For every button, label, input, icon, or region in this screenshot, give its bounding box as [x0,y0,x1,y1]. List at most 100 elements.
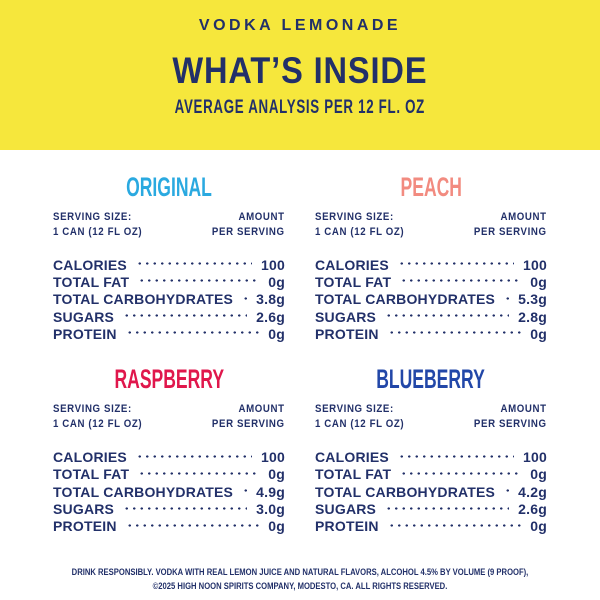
panel-peach: PEACH SERVING SIZE: 1 CAN (12 FL OZ) AMO… [315,174,547,342]
nutrient-label: PROTEIN [315,325,379,342]
page-title: WHAT’S INSIDE [0,52,600,89]
flavor-title-peach-text: PEACH [400,172,462,202]
nutrient-label: PROTEIN [53,325,117,342]
nutrient-label: TOTAL FAT [53,273,130,290]
nutrient-label: PROTEIN [53,518,117,535]
brand-line: VODKA LEMONADE [198,17,402,34]
serving-size-value: 1 CAN (12 FL OZ) [315,226,405,238]
dot-leader [138,471,260,475]
nutrient-value: 0g [530,518,547,535]
serving-size-label: SERVING SIZE: [315,211,394,223]
nutrient-value: 4.2g [518,483,547,500]
page-subtitle: AVERAGE ANALYSIS PER 12 FL. OZ [0,98,600,117]
nutrient-label: CALORIES [53,256,127,273]
amount-label: AMOUNT [238,211,285,223]
nutrient-value: 0g [530,466,547,483]
nutrient-label: TOTAL FAT [315,273,392,290]
row-protein: PROTEIN 0g [53,325,285,342]
nutrient-value: 0g [530,273,547,290]
per-serving-label: PER SERVING [212,418,285,431]
flavor-title-blueberry: BLUEBERRY [315,366,547,393]
serving-size-value: 1 CAN (12 FL OZ) [53,226,143,238]
serving-size-value: 1 CAN (12 FL OZ) [315,418,405,431]
nutrient-label: SUGARS [315,308,377,325]
row-sugars: SUGARS 3.0g [53,500,285,517]
row-sugars: SUGARS 2.6g [53,308,285,325]
row-calories: CALORIES 100 [315,448,547,465]
dot-leader [135,262,253,266]
row-protein: PROTEIN 0g [315,518,547,535]
nutrient-value: 3.8g [256,291,285,308]
nutrient-value: 100 [523,256,547,273]
amount-label: AMOUNT [238,403,285,416]
dot-leader [123,506,248,510]
amount-per-serving-block: AMOUNT PER SERVING [474,210,547,240]
amount-per-serving-block: AMOUNT PER SERVING [212,402,285,432]
legal-footer: DRINK RESPONSIBLY. VODKA WITH REAL LEMON… [0,565,600,593]
nutrient-value: 5.3g [518,291,547,308]
serving-size-block: SERVING SIZE: 1 CAN (12 FL OZ) [315,402,404,432]
panel-blueberry: BLUEBERRY SERVING SIZE: 1 CAN (12 FL OZ)… [315,366,547,534]
nutrient-value: 100 [261,449,285,466]
nutrient-value: 4.9g [256,483,285,500]
dot-leader [125,331,260,335]
nutrient-label: SUGARS [53,308,115,325]
nutrient-value: 100 [523,449,547,466]
amount-label: AMOUNT [500,403,547,416]
flavor-title-peach: PEACH [315,174,547,201]
panel-original: ORIGINAL SERVING SIZE: 1 CAN (12 FL OZ) … [53,174,285,342]
dot-leader [242,489,248,493]
nutrient-label: TOTAL CARBOHYDRATES [315,291,496,308]
dot-leader [504,489,510,493]
serving-size-block: SERVING SIZE: 1 CAN (12 FL OZ) [53,210,142,240]
flavor-title-original-text: ORIGINAL [126,172,212,202]
row-total-carbohydrates: TOTAL CARBOHYDRATES 4.9g [53,483,285,500]
page-subtitle-text: AVERAGE ANALYSIS PER 12 FL. OZ [174,97,426,118]
flavor-grid: ORIGINAL SERVING SIZE: 1 CAN (12 FL OZ) … [0,150,600,535]
dot-leader [123,314,248,318]
serving-size-value: 1 CAN (12 FL OZ) [53,418,143,431]
serving-header: SERVING SIZE: 1 CAN (12 FL OZ) AMOUNT PE… [315,402,547,432]
row-sugars: SUGARS 2.6g [315,500,547,517]
legal-line-2: ©2025 HIGH NOON SPIRITS COMPANY, MODESTO… [152,581,448,591]
serving-size-block: SERVING SIZE: 1 CAN (12 FL OZ) [315,210,404,240]
nutrient-label: CALORIES [53,449,127,466]
nutrition-rows: CALORIES 100 TOTAL FAT 0g TOTAL CARBOHYD… [53,448,285,534]
nutrient-label: SUGARS [53,501,115,518]
dot-leader [385,506,510,510]
dot-leader [387,331,522,335]
nutrition-rows: CALORIES 100 TOTAL FAT 0g TOTAL CARBOHYD… [53,256,285,342]
amount-per-serving-block: AMOUNT PER SERVING [212,210,285,240]
page-title-text: WHAT’S INSIDE [172,50,428,91]
serving-size-label: SERVING SIZE: [315,403,394,416]
row-sugars: SUGARS 2.8g [315,308,547,325]
nutrient-value: 0g [530,325,547,342]
row-total-fat: TOTAL FAT 0g [315,273,547,290]
amount-label: AMOUNT [500,211,547,223]
nutrient-label: CALORIES [315,256,389,273]
nutrient-label: TOTAL CARBOHYDRATES [53,483,234,500]
dot-leader [125,523,260,527]
flavor-title-original: ORIGINAL [53,174,285,201]
row-total-fat: TOTAL FAT 0g [315,466,547,483]
row-total-fat: TOTAL FAT 0g [53,273,285,290]
row-total-carbohydrates: TOTAL CARBOHYDRATES 3.8g [53,291,285,308]
dot-leader [397,454,515,458]
nutrient-value: 0g [268,466,285,483]
row-total-carbohydrates: TOTAL CARBOHYDRATES 4.2g [315,483,547,500]
nutrient-label: PROTEIN [315,518,379,535]
nutrient-value: 100 [261,256,285,273]
row-calories: CALORIES 100 [53,448,285,465]
row-protein: PROTEIN 0g [53,518,285,535]
per-serving-label: PER SERVING [474,226,547,238]
row-total-fat: TOTAL FAT 0g [53,466,285,483]
dot-leader [135,454,253,458]
flavor-title-raspberry-text: RASPBERRY [114,364,224,395]
serving-size-label: SERVING SIZE: [53,211,132,223]
row-total-carbohydrates: TOTAL CARBOHYDRATES 5.3g [315,291,547,308]
nutrient-value: 0g [268,273,285,290]
nutrient-label: TOTAL CARBOHYDRATES [315,483,496,500]
legal-line-1: DRINK RESPONSIBLY. VODKA WITH REAL LEMON… [71,567,529,577]
nutrient-value: 3.0g [256,501,285,518]
